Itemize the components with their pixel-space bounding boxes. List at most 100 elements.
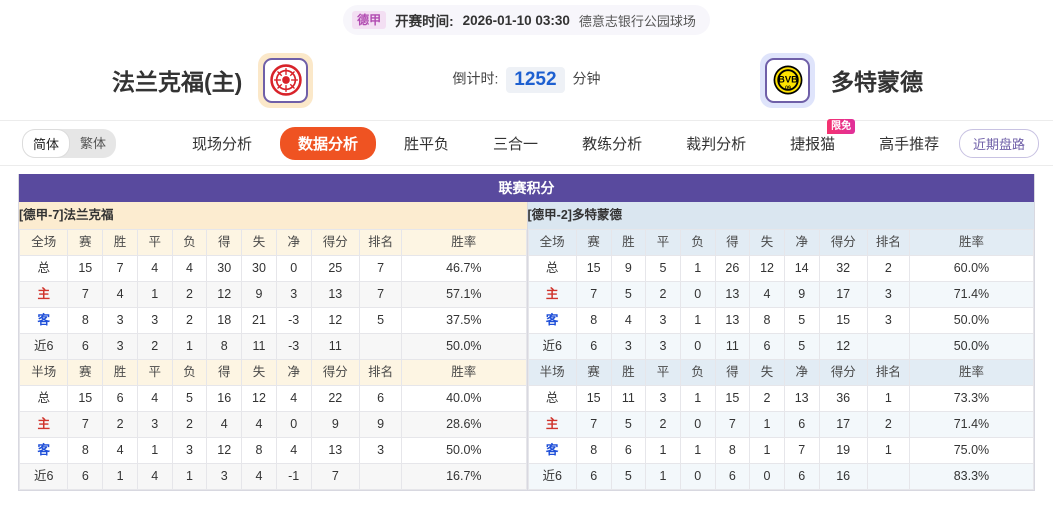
cell: 7 <box>783 437 820 464</box>
col-lost: 负 <box>679 229 716 256</box>
cell: 1 <box>679 437 716 464</box>
cell: 3 <box>866 307 910 334</box>
cell: 9 <box>241 281 277 308</box>
col-against: 失 <box>241 359 277 386</box>
cell: 7 <box>102 255 138 282</box>
cell: 16 <box>818 463 868 490</box>
cell <box>866 333 910 360</box>
language-toggle[interactable]: 简体 繁体 <box>22 128 117 158</box>
tab-data-analysis[interactable]: 数据分析 <box>280 126 377 160</box>
countdown-value: 1252 <box>506 67 565 93</box>
tab-live-analysis[interactable]: 现场分析 <box>192 135 253 153</box>
cell: 1 <box>679 307 716 334</box>
col-won: 胜 <box>610 229 647 256</box>
col-lost: 负 <box>171 359 208 386</box>
row-label: 主 <box>18 281 69 308</box>
tab-coach-analysis[interactable]: 教练分析 <box>582 135 643 153</box>
cell: 7 <box>359 255 403 282</box>
table-row: 近6 6 3 2 1 8 11 -3 11 50.0% <box>18 333 527 360</box>
cell: 8 <box>575 307 612 334</box>
cell: 6 <box>610 437 647 464</box>
col-lost: 负 <box>679 359 716 386</box>
match-info-chip: 德甲 开赛时间: 2026-01-10 03:30 德意志银行公园球场 <box>343 5 710 35</box>
col-for: 得 <box>714 359 751 386</box>
cell: 8 <box>67 307 104 334</box>
tab-referee-analysis[interactable]: 裁判分析 <box>686 135 747 153</box>
cell: 3 <box>171 437 208 464</box>
cell: 1 <box>171 463 208 490</box>
league-standings-panel: 联赛积分 [德甲-7]法兰克福 全场 赛 胜 平 负 得 失 净 得分 <box>18 174 1035 491</box>
cell: 0 <box>275 255 312 282</box>
col-drawn: 平 <box>136 359 173 386</box>
cell: 50.0% <box>908 307 1035 334</box>
cell: 1 <box>749 437 785 464</box>
col-diff: 净 <box>783 229 820 256</box>
away-half-header-row: 半场 赛 胜 平 负 得 失 净 得分 排名 胜率 <box>527 359 1035 386</box>
cell: 3 <box>645 307 681 334</box>
tab-expert-picks[interactable]: 高手推荐 <box>879 135 940 153</box>
lang-traditional-option[interactable]: 繁体 <box>80 135 107 151</box>
table-row: 主 7 2 3 2 4 4 0 9 9 28.6% <box>18 411 527 438</box>
cell: 12 <box>206 437 243 464</box>
table-row: 客 8 4 1 3 12 8 4 13 3 50.0% <box>18 437 527 464</box>
cell: 3 <box>645 385 681 412</box>
cell: 2 <box>645 411 681 438</box>
tab-win-draw-lose[interactable]: 胜平负 <box>404 135 450 153</box>
cell: 11 <box>310 333 361 360</box>
col-points: 得分 <box>310 229 361 256</box>
col-winrate: 胜率 <box>401 229 527 256</box>
cell: 11 <box>241 333 277 360</box>
cell: 36 <box>818 385 868 412</box>
home-half-header-row: 半场 赛 胜 平 负 得 失 净 得分 排名 胜率 <box>18 359 527 386</box>
table-row: 主 7 4 1 2 12 9 3 13 7 57.1% <box>18 281 527 308</box>
cell: 0 <box>679 463 716 490</box>
cell: 0 <box>679 333 716 360</box>
away-full-header-row: 全场 赛 胜 平 负 得 失 净 得分 排名 胜率 <box>527 229 1035 256</box>
col-winrate: 胜率 <box>908 359 1035 386</box>
col-points: 得分 <box>310 359 361 386</box>
cell: 9 <box>783 281 820 308</box>
cell: 2 <box>645 281 681 308</box>
table-row: 客 8 4 3 1 13 8 5 15 3 50.0% <box>527 307 1035 334</box>
away-team-block[interactable]: BVB 09 多特蒙德 <box>760 52 923 108</box>
limited-free-badge: 限免 <box>827 118 856 134</box>
cell: 2 <box>171 281 208 308</box>
col-winrate: 胜率 <box>401 359 527 386</box>
cell: 1 <box>645 463 681 490</box>
cell: 60.0% <box>908 255 1035 282</box>
cell: 6 <box>749 333 785 360</box>
cell: 4 <box>275 437 312 464</box>
home-standings-side: [德甲-7]法兰克福 全场 赛 胜 平 负 得 失 净 得分 排名 <box>18 202 527 490</box>
cell: 13 <box>714 307 751 334</box>
tab-three-in-one[interactable]: 三合一 <box>493 135 539 153</box>
cell: 7 <box>575 411 612 438</box>
svg-text:09: 09 <box>785 85 791 91</box>
lang-simplified-option[interactable]: 简体 <box>22 128 71 158</box>
cell: 4 <box>241 463 277 490</box>
match-info-bar: 德甲 开赛时间: 2026-01-10 03:30 德意志银行公园球场 <box>0 0 1053 40</box>
cell: 50.0% <box>908 333 1035 360</box>
row-label: 近6 <box>18 463 69 490</box>
cell: 11 <box>610 385 647 412</box>
cell: 2 <box>171 411 208 438</box>
cell: -3 <box>275 307 312 334</box>
cell: 4 <box>136 463 173 490</box>
cell: 4 <box>749 281 785 308</box>
cell: 30 <box>241 255 277 282</box>
cell: 7 <box>575 281 612 308</box>
cell: 8 <box>714 437 751 464</box>
borussia-dortmund-crest-icon: BVB 09 <box>760 52 815 108</box>
cell: 26 <box>714 255 751 282</box>
cell: 17 <box>818 411 868 438</box>
col-diff: 净 <box>783 359 820 386</box>
recent-odds-button[interactable]: 近期盘路 <box>958 128 1039 158</box>
tab-jiebao-cat[interactable]: 捷报猫 限免 <box>768 118 857 154</box>
cell: 1 <box>749 411 785 438</box>
table-row: 总 15 7 4 4 30 30 0 25 7 46.7% <box>18 255 527 282</box>
cell: 6 <box>102 385 138 412</box>
col-drawn: 平 <box>136 229 173 256</box>
cell: 12 <box>818 333 868 360</box>
cell: 73.3% <box>908 385 1035 412</box>
cell: 5 <box>610 281 647 308</box>
home-team-block[interactable]: 法兰克福(主) <box>112 52 314 108</box>
